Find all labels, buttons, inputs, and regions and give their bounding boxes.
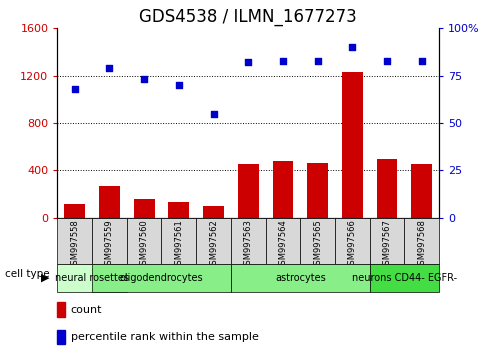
Bar (265, 218, 300, 264)
Point (105, 65, 113, 71)
Point (175, 82, 183, 88)
Bar (377, 159, 398, 218)
Text: GSM997558: GSM997558 (70, 219, 79, 270)
Bar (99, 186, 120, 218)
Text: GSM997561: GSM997561 (174, 219, 183, 270)
Point (210, 111, 218, 116)
Bar (57, 330, 65, 344)
Bar (335, 218, 370, 264)
Bar (169, 202, 189, 218)
Text: ▶: ▶ (40, 273, 49, 283)
Bar (203, 206, 224, 218)
Point (140, 76, 148, 82)
Bar (231, 264, 370, 292)
Bar (272, 161, 293, 218)
Point (348, 45, 356, 50)
Bar (370, 218, 404, 264)
Text: neural rosettes: neural rosettes (55, 273, 129, 283)
Point (314, 58, 322, 63)
Bar (238, 165, 258, 218)
Bar (57, 264, 127, 292)
Text: oligodendrocytes: oligodendrocytes (120, 273, 203, 283)
Bar (196, 218, 231, 264)
Text: count: count (71, 305, 102, 315)
Bar (162, 218, 196, 264)
Text: percentile rank within the sample: percentile rank within the sample (71, 332, 258, 342)
Bar (127, 218, 162, 264)
Text: GSM997559: GSM997559 (105, 219, 114, 270)
Bar (300, 218, 335, 264)
Bar (92, 264, 231, 292)
Text: GSM997565: GSM997565 (313, 219, 322, 270)
Text: astrocytes: astrocytes (275, 273, 326, 283)
Bar (92, 218, 127, 264)
Bar (231, 218, 265, 264)
Bar (57, 218, 92, 264)
Point (383, 58, 391, 63)
Text: GSM997564: GSM997564 (278, 219, 287, 270)
Text: GSM997563: GSM997563 (244, 219, 253, 270)
Bar (134, 199, 155, 218)
Text: neurons CD44- EGFR-: neurons CD44- EGFR- (352, 273, 457, 283)
Text: GSM997560: GSM997560 (140, 219, 149, 270)
Bar (57, 302, 65, 317)
Bar (411, 164, 432, 218)
Bar (64, 204, 85, 218)
Bar (342, 72, 363, 218)
Bar (370, 264, 439, 292)
Bar (404, 218, 439, 264)
Text: GSM997562: GSM997562 (209, 219, 218, 270)
Text: GSM997567: GSM997567 (383, 219, 392, 270)
Bar (307, 163, 328, 218)
Text: cell type: cell type (5, 269, 49, 279)
Point (418, 58, 426, 63)
Text: GSM997566: GSM997566 (348, 219, 357, 270)
Title: GDS4538 / ILMN_1677273: GDS4538 / ILMN_1677273 (139, 8, 357, 25)
Text: GSM997568: GSM997568 (417, 219, 426, 270)
Point (71, 86, 79, 92)
Point (244, 59, 252, 65)
Point (279, 58, 287, 63)
